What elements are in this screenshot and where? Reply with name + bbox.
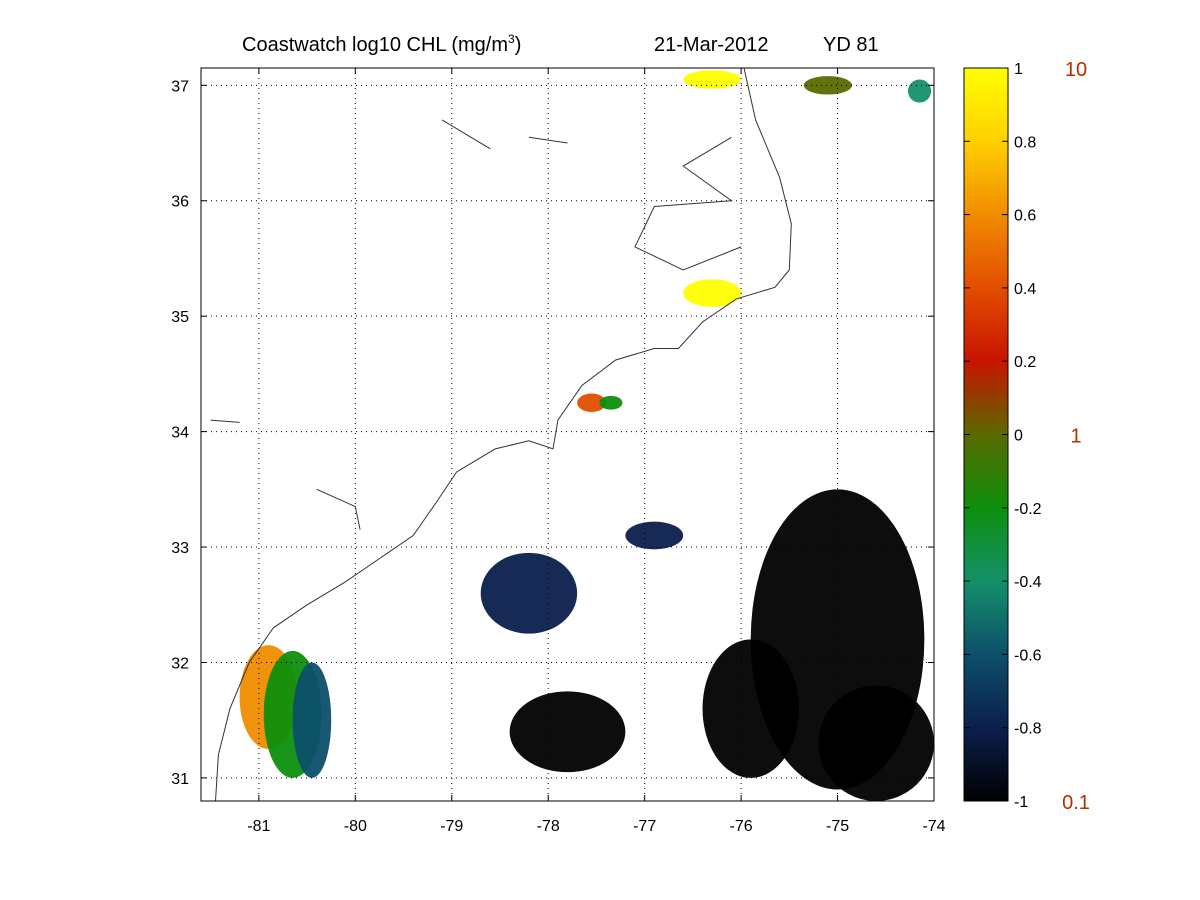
x-tick-label-1: -80 bbox=[344, 818, 367, 835]
chl-patch-9 bbox=[480, 552, 578, 634]
colorbar-tick-label-5: 0 bbox=[1014, 428, 1023, 445]
x-axis-ticks: -81 -80 -79 -78 -77 -76 -75 -74 bbox=[247, 68, 946, 835]
chlorophyll-patches bbox=[239, 70, 934, 801]
x-tick-label-4: -77 bbox=[633, 818, 656, 835]
chl-patch-5 bbox=[683, 279, 742, 307]
estuary-line-2 bbox=[528, 136, 568, 144]
title-suffix: ) bbox=[515, 34, 522, 56]
colorbar-gradient bbox=[963, 67, 1009, 802]
x-tick-label-0: -81 bbox=[247, 818, 270, 835]
map-date: 21-Mar-2012 bbox=[654, 34, 769, 56]
colorbar-tick-label-8: -0.6 bbox=[1014, 647, 1042, 664]
colorbar-concentration-label-1: 1 bbox=[1070, 426, 1081, 448]
chl-patch-4 bbox=[599, 395, 623, 410]
map-panel: -81 -80 -79 -78 -77 -76 -75 -74 31 32 33 34 35 36 37 bbox=[171, 67, 946, 835]
y-tick-label-4: 35 bbox=[171, 309, 189, 326]
colorbar-tick-label-2: 0.6 bbox=[1014, 208, 1036, 225]
colorbar-tick-label-7: -0.4 bbox=[1014, 574, 1042, 591]
map-gridlines bbox=[201, 68, 934, 801]
chl-patch-10 bbox=[625, 521, 684, 550]
x-tick-label-5: -76 bbox=[730, 818, 753, 835]
colorbar-concentration-label-0: 10 bbox=[1065, 59, 1087, 81]
x-tick-label-6: -75 bbox=[826, 818, 849, 835]
coastline bbox=[210, 67, 792, 802]
colorbar-concentration-label-2: 0.1 bbox=[1062, 792, 1090, 814]
chl-patch-2 bbox=[292, 662, 332, 778]
x-tick-label-2: -79 bbox=[440, 818, 463, 835]
colorbar-tick-label-0: 1 bbox=[1014, 61, 1023, 78]
colorbar-concentration-labels: 10 1 0.1 bbox=[1062, 59, 1090, 814]
chl-patch-3 bbox=[577, 393, 607, 412]
y-tick-label-3: 34 bbox=[171, 425, 189, 442]
chl-patch-14 bbox=[702, 639, 799, 778]
colorbar-tick-label-9: -0.8 bbox=[1014, 721, 1042, 738]
estuary-line-3 bbox=[210, 419, 240, 423]
x-tick-label-7: -74 bbox=[922, 818, 945, 835]
colorbar-tick-label-4: 0.2 bbox=[1014, 354, 1036, 371]
coastline-main bbox=[215, 67, 792, 802]
estuary-line-1 bbox=[441, 119, 491, 150]
title-superscript: 3 bbox=[508, 32, 515, 46]
colorbar-tick-label-10: -1 bbox=[1014, 794, 1028, 811]
map-title: Coastwatch log10 CHL (mg/m3) bbox=[242, 32, 521, 56]
colorbar-tick-label-3: 0.4 bbox=[1014, 281, 1036, 298]
estuary-line-0 bbox=[634, 136, 742, 271]
estuary-line-4 bbox=[316, 488, 361, 530]
x-tick-label-3: -78 bbox=[537, 818, 560, 835]
chl-patch-6 bbox=[683, 70, 742, 89]
map-frame bbox=[200, 67, 935, 802]
title-prefix: Coastwatch log10 CHL (mg/m bbox=[242, 34, 508, 56]
y-tick-label-5: 36 bbox=[171, 194, 189, 211]
colorbar-ticks: 1 0.8 0.6 0.4 0.2 0 -0.2 -0.4 -0.6 -0.8 -1 bbox=[964, 61, 1042, 811]
chl-patch-12 bbox=[818, 685, 934, 801]
y-axis-ticks: 31 32 33 34 35 36 37 bbox=[171, 78, 934, 788]
y-tick-label-6: 37 bbox=[171, 78, 189, 95]
colorbar-tick-label-6: -0.2 bbox=[1014, 501, 1042, 518]
colorbar: 1 0.8 0.6 0.4 0.2 0 -0.2 -0.4 -0.6 -0.8 -1 10 1 0.1 bbox=[963, 59, 1090, 814]
chl-patch-13 bbox=[509, 691, 626, 773]
chl-patch-8 bbox=[907, 79, 932, 103]
y-tick-label-0: 31 bbox=[171, 771, 189, 788]
y-tick-label-2: 33 bbox=[171, 540, 189, 557]
colorbar-tick-label-1: 0.8 bbox=[1014, 134, 1036, 151]
y-tick-label-1: 32 bbox=[171, 655, 189, 672]
chl-patch-7 bbox=[803, 76, 853, 95]
map-yearday: YD 81 bbox=[823, 34, 879, 56]
